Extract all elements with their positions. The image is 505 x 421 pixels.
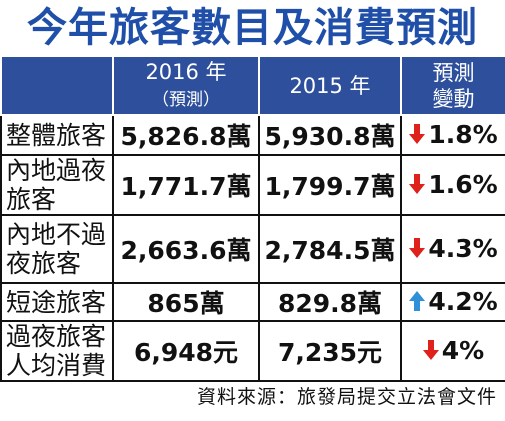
text-line: 過夜旅客 (6, 322, 107, 351)
title: 今年旅客數目及消費預測 (27, 5, 478, 51)
arrow-icon (422, 340, 439, 361)
value-cell: 829.8萬 (258, 282, 402, 322)
text-line: 2015 年 (289, 73, 371, 98)
text-line: （預測） (152, 89, 220, 110)
change: 1.6% (409, 169, 498, 199)
table: 2016 年 （預測） 2015 年 預測 變動 整體旅客 5,826.8萬 5,930.8… (0, 57, 505, 382)
change-value: 4.3% (428, 233, 498, 263)
text-line: 旅客 (6, 185, 57, 214)
value-cell: 2,663.6萬 (112, 214, 260, 284)
change-cell: 4.3% (400, 214, 505, 284)
change-value: 4.2% (428, 286, 498, 316)
value-cell: 7,235元 (258, 320, 402, 382)
change: 4.3% (409, 233, 498, 263)
change: 4.2% (409, 286, 498, 316)
text-line: 夜旅客 (6, 249, 82, 278)
change-cell: 4.2% (400, 282, 505, 322)
change-cell: 1.6% (400, 154, 505, 216)
text-line: 變動 (432, 86, 475, 111)
value-cell: 6,948元 (112, 320, 260, 382)
text-line: 內地不過 (6, 220, 107, 249)
text-line: 內地過夜 (6, 156, 107, 185)
text-line: 整體旅客 (6, 120, 107, 150)
column-header: 2015 年 (258, 57, 402, 116)
row-label: 短途旅客 (0, 282, 114, 322)
arrow (422, 340, 439, 361)
arrow-icon (409, 238, 426, 259)
change-value: 1.8% (428, 119, 498, 149)
text-line: 2016 年 (145, 59, 227, 84)
value-cell: 1,771.7萬 (112, 154, 260, 216)
change-cell: 4% (400, 320, 505, 382)
change-value: 4% (441, 335, 485, 365)
value-cell: 865萬 (112, 282, 260, 322)
change-cell: 1.8% (400, 114, 505, 156)
text-line: 預測 (432, 60, 475, 85)
change: 1.8% (409, 119, 498, 149)
arrow (409, 291, 426, 312)
arrow-icon (409, 291, 426, 312)
arrow-icon (409, 174, 426, 195)
source: 資料來源：旅發局提交立法會文件 (196, 386, 497, 408)
change-value: 1.6% (428, 169, 498, 199)
row-label: 過夜旅客 人均消費 (0, 320, 114, 382)
table-row: 過夜旅客 人均消費 6,948元 7,235元 4% (0, 320, 505, 382)
row-label: 內地不過 夜旅客 (0, 214, 114, 284)
table-row: 整體旅客 5,826.8萬 5,930.8萬 1.8% (0, 114, 505, 156)
column-header: 預測 變動 (400, 57, 505, 116)
value-cell: 2,784.5萬 (258, 214, 402, 284)
text-line: 短途旅客 (6, 287, 107, 317)
arrow-icon (409, 124, 426, 145)
table-row: 內地過夜 旅客 1,771.7萬 1,799.7萬 1.6% (0, 154, 505, 216)
table-row: 短途旅客 865萬 829.8萬 4.2% (0, 282, 505, 322)
row-label: 整體旅客 (0, 114, 114, 156)
value-cell: 1,799.7萬 (258, 154, 402, 216)
row-label: 內地過夜 旅客 (0, 154, 114, 216)
header-row: 2016 年 （預測） 2015 年 預測 變動 (0, 57, 505, 116)
arrow (409, 124, 426, 145)
table-row: 內地不過 夜旅客 2,663.6萬 2,784.5萬 4.3% (0, 214, 505, 284)
table-body: 整體旅客 5,826.8萬 5,930.8萬 1.8% 內地過夜 旅客 1,771.7萬 1,… (0, 114, 505, 382)
text-line: 人均消費 (6, 351, 107, 380)
corner (0, 57, 114, 116)
arrow (409, 238, 426, 259)
change: 4% (422, 335, 485, 365)
column-header: 2016 年 （預測） (112, 57, 260, 116)
value-cell: 5,930.8萬 (258, 114, 402, 156)
arrow (409, 174, 426, 195)
value-cell: 5,826.8萬 (112, 114, 260, 156)
